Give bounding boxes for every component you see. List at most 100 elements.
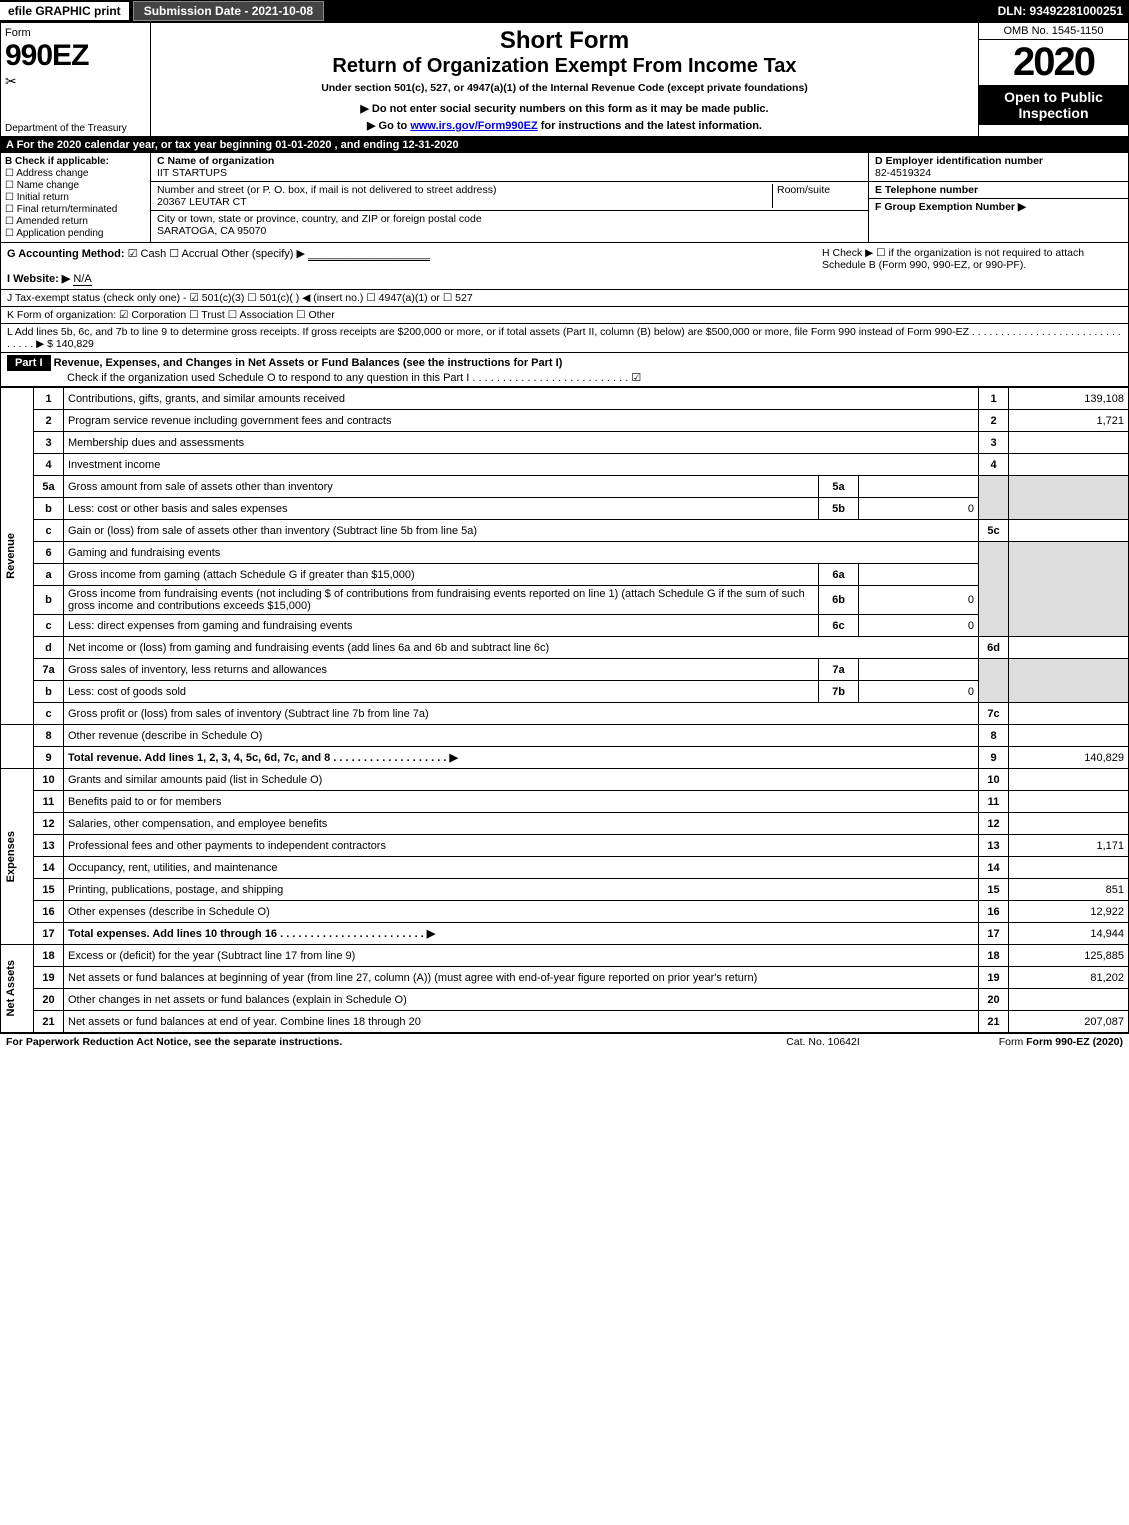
ln-4-desc: Investment income (64, 454, 979, 476)
ln-13-val: 1,171 (1009, 835, 1129, 857)
h-check: H Check ▶ ☐ if the organization is not r… (822, 247, 1122, 285)
ln-6d-val (1009, 637, 1129, 659)
ln-4-num: 4 (34, 454, 64, 476)
chk-initial-return[interactable]: Initial return (5, 192, 146, 203)
line-13: 13 Professional fees and other payments … (1, 835, 1129, 857)
c-city-row: City or town, state or province, country… (151, 211, 868, 239)
ln-18-val: 125,885 (1009, 945, 1129, 967)
ln-6a-num: a (34, 564, 64, 586)
ln-6b-num: b (34, 586, 64, 615)
goto-post: for instructions and the latest informat… (538, 120, 762, 132)
ln-14-num: 14 (34, 857, 64, 879)
goto-pre: ▶ Go to (367, 120, 410, 132)
addr-label: Number and street (or P. O. box, if mail… (157, 184, 496, 196)
ln-6d-rnum: 6d (979, 637, 1009, 659)
ln-7a-sn: 7a (819, 659, 859, 681)
check-column-b: B Check if applicable: Address change Na… (1, 153, 151, 242)
ln-6c-num: c (34, 615, 64, 637)
ln-6a-sv (859, 564, 979, 586)
line-8: 8 Other revenue (describe in Schedule O)… (1, 725, 1129, 747)
line-5a: 5a Gross amount from sale of assets othe… (1, 476, 1129, 498)
form-number: 990EZ (5, 39, 146, 73)
gh-row: G Accounting Method: ☑ Cash ☐ Accrual Ot… (0, 243, 1129, 290)
ln-11-num: 11 (34, 791, 64, 813)
line-6a: a Gross income from gaming (attach Sched… (1, 564, 1129, 586)
ln-16-val: 12,922 (1009, 901, 1129, 923)
header-mid: Short Form Return of Organization Exempt… (151, 23, 978, 136)
chk-final-return[interactable]: Final return/terminated (5, 204, 146, 215)
part1-table: Revenue 1 Contributions, gifts, grants, … (0, 387, 1129, 1033)
ln-11-desc: Benefits paid to or for members (64, 791, 979, 813)
vlabel-revenue: Revenue (1, 388, 34, 725)
ein-value: 82-4519324 (875, 167, 931, 179)
line-7c: c Gross profit or (loss) from sales of i… (1, 703, 1129, 725)
room-label: Room/suite (777, 184, 830, 196)
chk-name-change[interactable]: Name change (5, 180, 146, 191)
ln-8-num: 8 (34, 725, 64, 747)
ln-15-rnum: 15 (979, 879, 1009, 901)
ln-6c-desc: Less: direct expenses from gaming and fu… (64, 615, 819, 637)
ln-7ab-greyv (1009, 659, 1129, 703)
org-name: IIT STARTUPS (157, 167, 227, 179)
line-6c: c Less: direct expenses from gaming and … (1, 615, 1129, 637)
ln-19-num: 19 (34, 967, 64, 989)
ln-19-val: 81,202 (1009, 967, 1129, 989)
ln-5b-desc: Less: cost or other basis and sales expe… (64, 498, 819, 520)
under-section: Under section 501(c), 527, or 4947(a)(1)… (159, 82, 970, 94)
ln-13-rnum: 13 (979, 835, 1009, 857)
line-2: 2 Program service revenue including gove… (1, 410, 1129, 432)
part1-sub: Check if the organization used Schedule … (67, 372, 641, 384)
chk-application-pending[interactable]: Application pending (5, 228, 146, 239)
ln-12-rnum: 12 (979, 813, 1009, 835)
chk-address-change[interactable]: Address change (5, 168, 146, 179)
line-7b: b Less: cost of goods sold 7b 0 (1, 681, 1129, 703)
form-header: Form 990EZ ✂ Department of the Treasury … (0, 22, 1129, 137)
line-7a: 7a Gross sales of inventory, less return… (1, 659, 1129, 681)
l-row: L Add lines 5b, 6c, and 7b to line 9 to … (0, 324, 1129, 353)
ln-11-rnum: 11 (979, 791, 1009, 813)
line-16: 16 Other expenses (describe in Schedule … (1, 901, 1129, 923)
ln-16-num: 16 (34, 901, 64, 923)
ln-6a-sn: 6a (819, 564, 859, 586)
ln-5ab-grey (979, 476, 1009, 520)
ln-7c-rnum: 7c (979, 703, 1009, 725)
ln-12-desc: Salaries, other compensation, and employ… (64, 813, 979, 835)
j-text: J Tax-exempt status (check only one) - ☑… (7, 292, 473, 304)
ln-17-rnum: 17 (979, 923, 1009, 945)
k-row: K Form of organization: ☑ Corporation ☐ … (0, 307, 1129, 324)
ln-10-desc: Grants and similar amounts paid (list in… (64, 769, 979, 791)
ln-9-num: 9 (34, 747, 64, 769)
d-ein-row: D Employer identification number 82-4519… (869, 153, 1128, 182)
omb-number: OMB No. 1545-1150 (979, 23, 1128, 40)
f-label: F Group Exemption Number ▶ (875, 201, 1026, 213)
ln-7b-num: b (34, 681, 64, 703)
g-opts: ☑ Cash ☐ Accrual Other (specify) ▶ (128, 248, 305, 260)
efile-label: efile GRAPHIC print (0, 2, 129, 20)
ln-5a-sn: 5a (819, 476, 859, 498)
line-5b: b Less: cost or other basis and sales ex… (1, 498, 1129, 520)
chk-amended-return[interactable]: Amended return (5, 216, 146, 227)
part1-title: Revenue, Expenses, and Changes in Net As… (54, 357, 563, 369)
ln-5b-sn: 5b (819, 498, 859, 520)
ln-6b-sv: 0 (859, 586, 979, 615)
ln-5c-val (1009, 520, 1129, 542)
right-column-def: D Employer identification number 82-4519… (868, 153, 1128, 242)
vlabel-netassets: Net Assets (1, 945, 34, 1033)
ln-14-desc: Occupancy, rent, utilities, and maintena… (64, 857, 979, 879)
line-6d: d Net income or (loss) from gaming and f… (1, 637, 1129, 659)
line-9: 9 Total revenue. Add lines 1, 2, 3, 4, 5… (1, 747, 1129, 769)
ln-8-desc: Other revenue (describe in Schedule O) (64, 725, 979, 747)
ln-21-rnum: 21 (979, 1011, 1009, 1033)
ln-15-val: 851 (1009, 879, 1129, 901)
submission-date: Submission Date - 2021-10-08 (133, 1, 324, 21)
ln-13-desc: Professional fees and other payments to … (64, 835, 979, 857)
department-label: Department of the Treasury (5, 123, 127, 134)
short-form-title: Short Form (159, 27, 970, 55)
ln-3-desc: Membership dues and assessments (64, 432, 979, 454)
ln-21-num: 21 (34, 1011, 64, 1033)
g-line: ____________________ (308, 248, 430, 261)
irs-link[interactable]: www.irs.gov/Form990EZ (410, 120, 537, 132)
line-14: 14 Occupancy, rent, utilities, and maint… (1, 857, 1129, 879)
line-21: 21 Net assets or fund balances at end of… (1, 1011, 1129, 1033)
footer-mid: Cat. No. 10642I (723, 1036, 923, 1048)
